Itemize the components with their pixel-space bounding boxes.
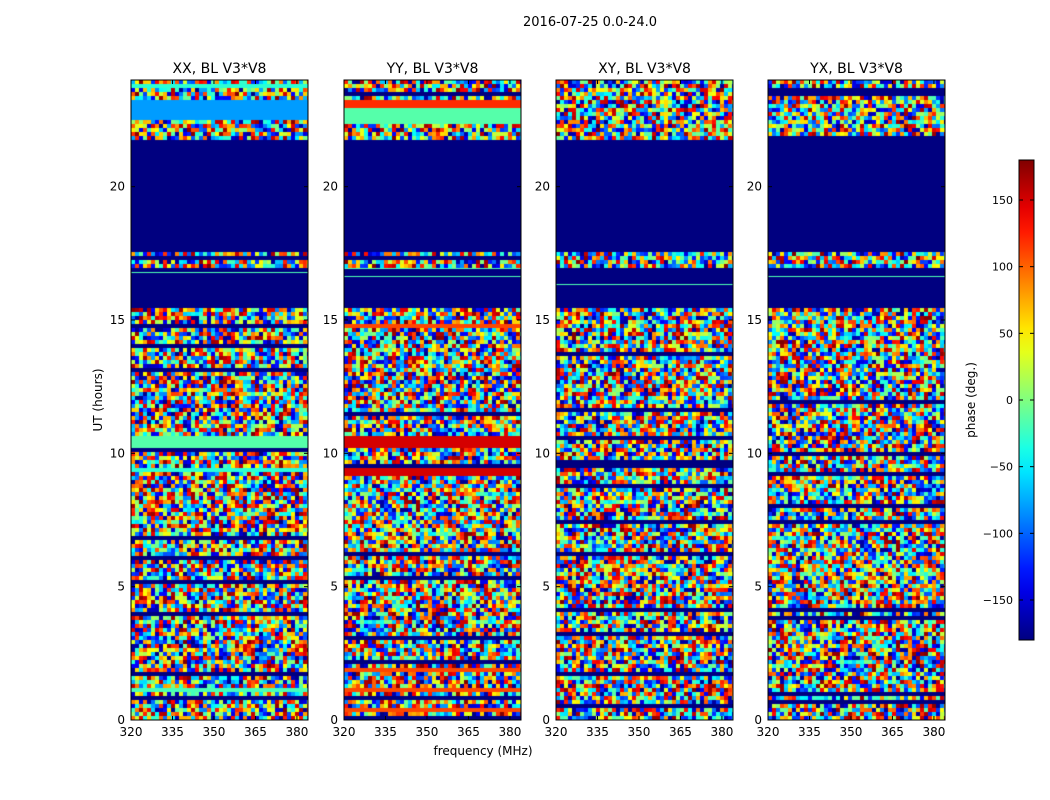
x-tick-label: 350 — [840, 725, 863, 739]
y-tick-label: 0 — [330, 713, 338, 727]
colorbar-label: phase (deg.) — [964, 362, 978, 438]
panel-title: XY, BL V3*V8 — [598, 61, 691, 77]
y-tick-label: 0 — [542, 713, 550, 727]
y-tick-label: 20 — [747, 180, 762, 194]
x-tick-label: 380 — [285, 725, 308, 739]
x-tick-label: 365 — [244, 725, 267, 739]
colorbar-tick-label: −150 — [983, 594, 1013, 607]
x-axis-label: frequency (MHz) — [433, 744, 532, 758]
y-tick-label: 0 — [117, 713, 125, 727]
x-tick-label: 335 — [374, 725, 397, 739]
panel-frame — [555, 79, 734, 721]
y-tick-label: 5 — [754, 580, 762, 594]
y-tick-label: 15 — [535, 313, 550, 327]
panel-title: XX, BL V3*V8 — [173, 61, 267, 77]
panel-2: YY, BL V3*V8 320 335 350 365 380 0 5 10 15 20 — [323, 61, 522, 739]
figure-title: 2016-07-25 0.0-24.0 — [523, 15, 657, 30]
y-tick-label: 15 — [323, 313, 338, 327]
x-tick-label: 320 — [120, 725, 143, 739]
x-tick-label: 365 — [881, 725, 904, 739]
x-tick-label: 380 — [922, 725, 945, 739]
y-tick-label: 20 — [323, 180, 338, 194]
panel-3: XY, BL V3*V8 320 335 350 365 380 0 5 10 15 20 — [535, 61, 734, 739]
x-tick-label: 320 — [333, 725, 356, 739]
y-tick-label: 20 — [110, 180, 125, 194]
y-tick-label: 10 — [110, 446, 125, 460]
panel-frame — [130, 79, 309, 721]
colorbar-tick-label: 50 — [999, 327, 1013, 340]
x-tick-label: 350 — [628, 725, 651, 739]
x-tick-label: 365 — [669, 725, 692, 739]
heatmap-image — [556, 80, 733, 720]
colorbar-tick-label: 0 — [1006, 394, 1013, 407]
panel-1: XX, BL V3*V8 320 335 350 365 380 0 5 10 15 20 — [110, 61, 309, 739]
x-tick-label: 335 — [586, 725, 609, 739]
heatmap-image — [768, 80, 945, 720]
x-tick-label: 320 — [545, 725, 568, 739]
y-axis-label: UT (hours) — [91, 368, 105, 431]
x-tick-label: 335 — [798, 725, 821, 739]
heatmap-image — [131, 80, 308, 720]
y-tick-label: 15 — [747, 313, 762, 327]
y-tick-label: 10 — [747, 446, 762, 460]
colorbar-tick-label: 150 — [992, 194, 1013, 207]
y-tick-label: 5 — [542, 580, 550, 594]
y-tick-label: 15 — [110, 313, 125, 327]
x-tick-label: 380 — [498, 725, 521, 739]
panel-frame — [767, 79, 946, 721]
x-tick-label: 365 — [457, 725, 480, 739]
panel-title: YY, BL V3*V8 — [386, 61, 479, 77]
panel-frame — [343, 79, 522, 721]
y-tick-label: 5 — [330, 580, 338, 594]
x-tick-label: 320 — [757, 725, 780, 739]
colorbar: −150 −100 −50 0 50 100 150 — [983, 159, 1035, 641]
colorbar-tick-label: −50 — [990, 461, 1013, 474]
x-tick-label: 350 — [203, 725, 226, 739]
y-tick-label: 0 — [754, 713, 762, 727]
colorbar-tick-label: −100 — [983, 527, 1013, 540]
y-tick-label: 10 — [535, 446, 550, 460]
x-tick-label: 335 — [161, 725, 184, 739]
y-tick-label: 5 — [117, 580, 125, 594]
x-tick-label: 380 — [710, 725, 733, 739]
y-tick-label: 20 — [535, 180, 550, 194]
y-tick-label: 10 — [323, 446, 338, 460]
x-tick-label: 350 — [416, 725, 439, 739]
heatmap-image — [344, 80, 521, 720]
colorbar-tick-label: 100 — [992, 261, 1013, 274]
panel-title: YX, BL V3*V8 — [809, 61, 903, 77]
panel-4: YX, BL V3*V8 320 335 350 365 380 0 5 10 15 20 — [747, 61, 946, 739]
